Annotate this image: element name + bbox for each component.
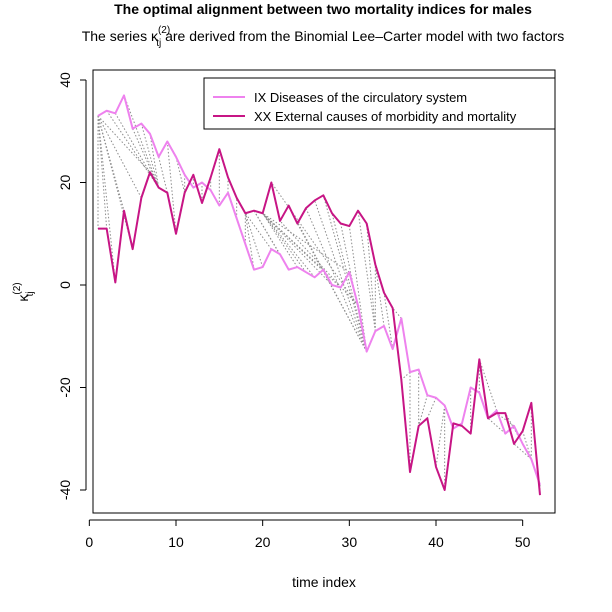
alignment-line [97,115,151,173]
y-tick-label: 20 [57,175,73,191]
alignment-line [322,195,368,352]
alignment-line [158,156,168,193]
legend-label-external: XX External causes of morbidity and mort… [254,109,517,124]
alignment-line [97,115,142,199]
alignment-line [262,212,342,288]
alignment-line [123,95,160,188]
legend: IX Diseases of the circulatory system XX… [203,77,556,130]
y-axis-label: κ(2) tj [12,282,36,301]
alignment-line [279,220,359,306]
alignment-line [357,210,376,332]
alignment-line [140,123,160,188]
subtitle-kappa-symbol: κ [151,28,159,44]
alignment-line [262,212,298,268]
x-tick-label: 50 [515,534,531,550]
alignment-line [106,110,160,188]
y-tick-label: 0 [57,281,73,289]
alignment-line [435,405,446,468]
y-axis: -40 -20 0 20 40 [57,72,87,500]
alignment-line [504,412,524,445]
alignment-line [97,115,108,229]
alignment-line [244,212,272,250]
alignment-line [513,443,532,460]
y-tick-label: -40 [57,480,73,500]
x-tick-label: 10 [168,534,184,550]
legend-label-circulatory: IX Diseases of the circulatory system [254,90,467,105]
alignment-line [392,307,402,319]
alignment-line [97,115,125,211]
y-tick-label: -20 [57,377,73,397]
series-lines [97,94,541,496]
alignment-line [314,200,368,352]
alignment-line [426,397,437,419]
alignment-line [305,207,368,352]
alignment-line [114,113,160,188]
x-tick-label: 20 [255,534,271,550]
alignment-line [244,213,255,270]
alignment-line [383,292,394,350]
y-tick-label: 40 [57,72,73,88]
chart-subtitle: The series κ(2) tj are derived from the B… [82,25,565,49]
alignment-line [166,141,177,234]
alignment-line [262,212,333,286]
alignment-line [296,223,368,352]
alignment-line [522,430,532,460]
alignment-line [487,417,506,434]
x-axis-label: time index [292,574,356,590]
series-line-external [98,148,541,496]
alignment-line [401,371,411,381]
alignment-line [262,212,307,273]
alignment-line [331,213,368,352]
plot-frame [92,69,556,514]
alignment-line [288,205,368,352]
alignment-line [496,412,515,427]
alignment-line [366,223,376,332]
alignment-line [244,213,264,268]
alignment-line [97,115,116,283]
legend-box [203,77,556,130]
series-line-circulatory [97,94,541,486]
alignment-line [132,128,160,188]
x-tick-label: 0 [85,534,93,550]
alignment-line [374,264,385,327]
x-axis: 0 10 20 30 40 50 [85,519,531,550]
alignment-line [348,225,368,352]
alignment-lines [97,95,541,496]
x-tick-label: 40 [428,534,444,550]
x-tick-label: 30 [342,534,358,550]
alignment-line [175,156,186,193]
chart-title: The optimal alignment between two mortal… [114,1,532,17]
